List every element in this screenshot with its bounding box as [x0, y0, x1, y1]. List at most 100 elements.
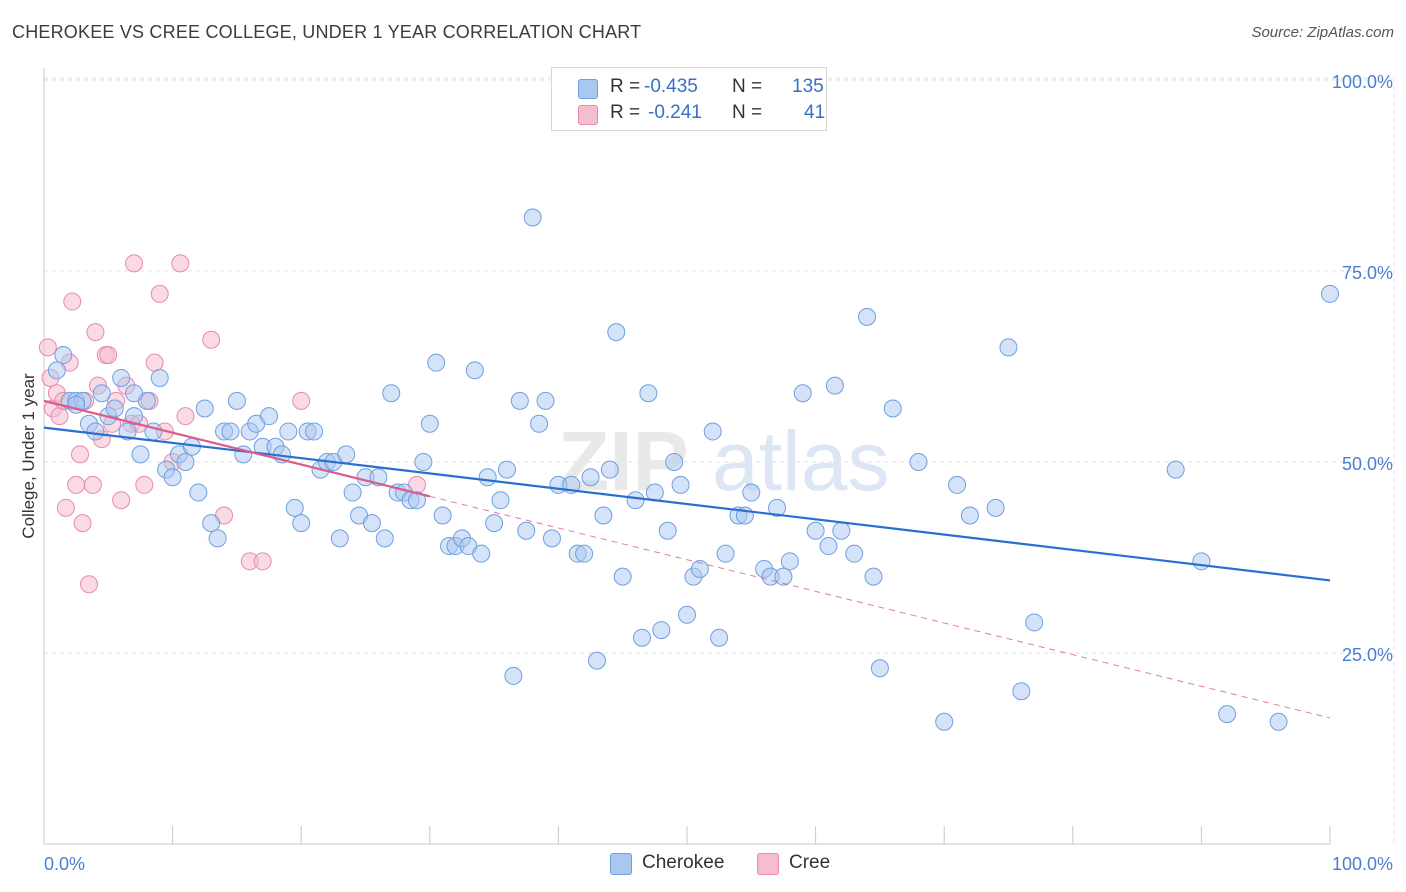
cherokee-point: [465, 361, 484, 380]
cherokee-point: [305, 422, 324, 441]
cherokee-point: [105, 399, 124, 418]
cherokee-point: [497, 460, 516, 479]
cree-legend-label: Cree: [789, 852, 831, 873]
cherokee-point: [517, 521, 536, 540]
axes: [43, 68, 1331, 845]
cherokee-point: [227, 391, 246, 410]
cherokee-point: [208, 529, 227, 548]
cherokee-point: [1321, 284, 1339, 303]
cherokee-point: [658, 521, 677, 540]
cherokee-point: [285, 498, 304, 517]
y-tick-label: 50.0%: [1342, 454, 1393, 474]
cherokee-point: [414, 453, 433, 471]
cherokee-point: [703, 422, 722, 441]
cherokee-point: [594, 506, 613, 525]
cherokee-point: [1166, 460, 1185, 479]
cherokee-point: [47, 361, 66, 380]
cherokee-point: [92, 384, 111, 403]
legend-r-label: R =: [610, 102, 641, 123]
cherokee-point: [536, 391, 555, 410]
cherokee-swatch: [578, 79, 598, 99]
cherokee-legend-swatch: [610, 853, 632, 875]
cherokee-point: [343, 483, 362, 502]
cherokee-point: [793, 384, 812, 403]
cherokee-point: [195, 399, 214, 418]
cherokee-point: [382, 384, 401, 403]
axis-labels: 25.0% 50.0% 75.0% 100.0% 0.0% 100.0% College, …: [19, 72, 1393, 874]
cherokee-point: [221, 422, 240, 441]
cree-point: [83, 475, 102, 494]
legend-r-value: -0.435: [644, 76, 698, 97]
cherokee-point: [600, 460, 619, 479]
cherokee-point: [999, 338, 1018, 357]
cree-point: [73, 514, 92, 533]
cherokee-point: [1269, 712, 1288, 731]
legend-n-value: 41: [804, 102, 826, 123]
cherokee-point: [510, 391, 529, 410]
cherokee-point: [472, 544, 491, 563]
cherokee-point: [279, 422, 298, 441]
cree-swatch: [578, 105, 598, 125]
cherokee-point: [125, 384, 144, 403]
cherokee-point: [407, 491, 426, 510]
cree-point: [112, 491, 131, 510]
cherokee-point: [150, 368, 169, 387]
cree-point: [150, 284, 169, 303]
cherokee-point: [330, 529, 349, 548]
cree-trend-line: [43, 399, 431, 498]
cherokee-point: [768, 498, 787, 517]
y-tick-label: 100.0%: [1332, 72, 1393, 92]
legend-n-label: N =: [732, 76, 763, 97]
chart-title: CHEROKEE VS CREE COLLEGE, UNDER 1 YEAR C…: [12, 22, 642, 42]
cherokee-point: [665, 453, 684, 471]
cherokee-point: [163, 468, 182, 487]
cherokee-point: [883, 399, 902, 418]
cherokee-legend-label: Cherokee: [642, 852, 725, 873]
cherokee-point: [774, 567, 793, 586]
cherokee-point: [742, 483, 761, 502]
cherokee-point: [176, 453, 195, 471]
cree-point: [176, 407, 195, 426]
cherokee-point: [935, 712, 954, 731]
cherokee-point: [690, 559, 709, 578]
legend-r-label: R =: [610, 76, 641, 97]
cherokee-point: [825, 376, 844, 395]
cherokee-point: [202, 514, 221, 533]
cherokee-point: [125, 407, 144, 426]
legend-n-label: N =: [732, 102, 763, 123]
cherokee-point: [806, 521, 825, 540]
cree-point: [202, 330, 221, 349]
cree-point: [135, 475, 154, 494]
cherokee-point: [337, 445, 356, 464]
cherokee-point: [710, 628, 729, 647]
cree-point: [171, 254, 190, 273]
cherokee-point: [587, 651, 606, 670]
cherokee-point: [607, 323, 626, 342]
cherokee-point: [671, 475, 690, 494]
y-tick-label: 25.0%: [1342, 645, 1393, 665]
cherokee-point: [948, 475, 967, 494]
cherokee-point: [420, 414, 439, 433]
cree-point: [86, 323, 105, 342]
cherokee-point: [112, 368, 131, 387]
cherokee-point: [639, 384, 658, 403]
cherokee-point: [427, 353, 446, 372]
cree-point: [80, 575, 99, 594]
cherokee-point: [375, 529, 394, 548]
cherokee-point: [362, 514, 381, 533]
cree-point: [50, 407, 69, 426]
cree-point: [292, 391, 311, 410]
cherokee-point: [960, 506, 979, 525]
cherokee-point: [575, 544, 594, 563]
cherokee-point: [1012, 682, 1031, 701]
cherokee-point: [1025, 613, 1044, 632]
cherokee-point: [118, 422, 137, 441]
cherokee-point: [433, 506, 452, 525]
source-label: Source: ZipAtlas.com: [1251, 24, 1394, 41]
x-tick-label: 100.0%: [1332, 854, 1393, 874]
cherokee-point: [626, 491, 645, 510]
cherokee-point: [870, 659, 889, 678]
cherokee-point: [678, 605, 696, 624]
cherokee-point: [780, 552, 799, 571]
